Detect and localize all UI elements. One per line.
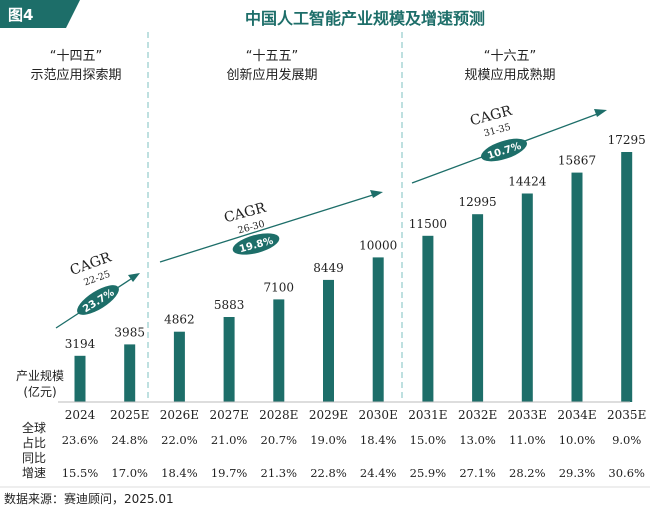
period-name: “十六五” bbox=[484, 49, 536, 64]
table-cell-share-2024: 23.6% bbox=[62, 433, 99, 447]
y-axis-label: 产业规模 (亿元) bbox=[16, 368, 64, 399]
period-subtitle: 示范应用探索期 bbox=[30, 67, 121, 83]
bar-2033E bbox=[521, 193, 533, 402]
cagr-badge bbox=[77, 285, 119, 315]
table-cell-growth-2035E: 30.6% bbox=[608, 466, 645, 480]
source-note: 数据来源：赛迪顾问，2025.01 bbox=[4, 491, 174, 506]
bar-2031E bbox=[422, 235, 434, 402]
value-label-2032E: 12995 bbox=[459, 195, 497, 209]
value-label-2028E: 7100 bbox=[264, 280, 295, 294]
table-cell-share-2030E: 18.4% bbox=[360, 433, 397, 447]
table-cell-share-2035E: 9.0% bbox=[612, 433, 641, 447]
table-cell-growth-2026E: 18.4% bbox=[161, 466, 198, 480]
category-label-2024: 2024 bbox=[65, 408, 96, 422]
period-subtitle: 规模应用成熟期 bbox=[464, 67, 555, 83]
period-header-2: “十五五” 创新应用发展期 bbox=[226, 49, 317, 83]
category-labels: 2024 2025E 2026E 2027E 2028E 2029E 2030E 2031E 2… bbox=[65, 408, 647, 422]
cagr-annotation-2: CAGR 26-30 19.8% bbox=[159, 190, 383, 263]
header: 图4 中国人工智能产业规模及增速预测 bbox=[0, 0, 485, 28]
table-cell-growth-2027E: 19.7% bbox=[211, 466, 248, 480]
table-cell-growth-2028E: 21.3% bbox=[261, 466, 298, 480]
table-cell-growth-2032E: 27.1% bbox=[459, 466, 496, 480]
cagr-badge bbox=[481, 138, 527, 162]
period-name: “十四五” bbox=[50, 49, 102, 64]
period-subtitle: 创新应用发展期 bbox=[226, 67, 317, 83]
y-axis-label-line-1: 产业规模 bbox=[16, 368, 64, 383]
cagr-arrow-head bbox=[594, 109, 607, 117]
value-label-2025E: 3985 bbox=[114, 325, 145, 339]
table-cell-share-2034E: 10.0% bbox=[559, 433, 596, 447]
bar-2032E bbox=[472, 214, 484, 402]
category-label-2025E: 2025E bbox=[110, 408, 149, 422]
cagr-annotation-3: CAGR 31-35 10.7% bbox=[411, 103, 607, 184]
table-cell-growth-2029E: 22.8% bbox=[310, 466, 347, 480]
cagr-annotation-1: CAGR 22-25 23.7% bbox=[55, 249, 140, 329]
value-label-2024: 3194 bbox=[65, 337, 96, 351]
table-cell-growth-2034E: 29.3% bbox=[559, 466, 596, 480]
table-row-label-share-1: 全球 bbox=[22, 420, 46, 435]
bar-2026E bbox=[173, 331, 185, 402]
value-label-2034E: 15867 bbox=[558, 154, 596, 168]
bar-2035E bbox=[621, 152, 633, 402]
value-label-2033E: 14424 bbox=[508, 175, 547, 189]
category-label-2032E: 2032E bbox=[458, 408, 497, 422]
table-cell-share-2032E: 13.0% bbox=[459, 433, 496, 447]
table-cell-share-2031E: 15.0% bbox=[410, 433, 447, 447]
value-label-2030E: 10000 bbox=[359, 238, 397, 252]
category-label-2030E: 2030E bbox=[359, 408, 398, 422]
bar-2034E bbox=[571, 172, 583, 402]
category-label-2033E: 2033E bbox=[508, 408, 547, 422]
bar-2030E bbox=[372, 257, 384, 402]
table-row-label-growth-1: 同比 bbox=[22, 451, 46, 465]
bar-2024 bbox=[74, 355, 86, 402]
table-row-label-growth-2: 增速 bbox=[22, 466, 46, 480]
value-label-2035E: 17295 bbox=[608, 133, 646, 147]
table-cell-share-2025E: 24.8% bbox=[111, 433, 148, 447]
category-label-2035E: 2035E bbox=[607, 408, 646, 422]
value-label-2031E: 11500 bbox=[409, 217, 447, 231]
category-label-2027E: 2027E bbox=[209, 408, 248, 422]
cagr-arrow bbox=[159, 193, 377, 263]
bar-2027E bbox=[223, 317, 235, 402]
category-label-2029E: 2029E bbox=[309, 408, 348, 422]
table-cell-share-2027E: 21.0% bbox=[211, 433, 248, 447]
category-label-2034E: 2034E bbox=[557, 408, 596, 422]
figure-tag: 图4 bbox=[8, 6, 33, 24]
value-label-2029E: 8449 bbox=[313, 261, 344, 275]
cagr-arrow-head bbox=[128, 273, 140, 282]
table-row-label-share-2: 占比 bbox=[22, 435, 46, 450]
period-header-3: “十六五” 规模应用成熟期 bbox=[464, 49, 555, 83]
table-cell-share-2033E: 11.0% bbox=[509, 433, 546, 447]
value-labels: 3194 3985 4862 5883 7100 8449 10000 11500 12995 1… bbox=[65, 133, 646, 351]
cagr-badge bbox=[232, 233, 280, 255]
bar-2028E bbox=[273, 299, 285, 402]
period-header-1: “十四五” 示范应用探索期 bbox=[30, 49, 121, 83]
table-cell-growth-2031E: 25.9% bbox=[410, 466, 447, 480]
value-label-2026E: 4862 bbox=[164, 313, 195, 327]
table-cell-share-2026E: 22.0% bbox=[161, 433, 198, 447]
cagr-arrow-head bbox=[370, 190, 383, 198]
table-values: 23.6% 15.5% 24.8% 17.0% 22.0% 18.4% 21.0% 19.7%… bbox=[62, 433, 645, 480]
category-label-2028E: 2028E bbox=[259, 408, 298, 422]
value-label-2027E: 5883 bbox=[214, 298, 245, 312]
bar-2025E bbox=[124, 344, 136, 402]
table-cell-growth-2024: 15.5% bbox=[62, 466, 99, 480]
table-cell-growth-2030E: 24.4% bbox=[360, 466, 397, 480]
table-cell-growth-2025E: 17.0% bbox=[111, 466, 148, 480]
category-label-2031E: 2031E bbox=[408, 408, 447, 422]
table-cell-share-2028E: 20.7% bbox=[261, 433, 298, 447]
table-cell-share-2029E: 19.0% bbox=[310, 433, 347, 447]
y-axis-label-line-2: (亿元) bbox=[23, 384, 56, 399]
category-label-2026E: 2026E bbox=[160, 408, 199, 422]
chart-title: 中国人工智能产业规模及增速预测 bbox=[245, 9, 485, 28]
table-row-labels: 全球 占比 同比 增速 bbox=[22, 420, 46, 480]
bars bbox=[74, 152, 633, 402]
figure-tag-banner bbox=[0, 0, 80, 28]
bar-2029E bbox=[323, 279, 334, 402]
table-cell-growth-2033E: 28.2% bbox=[509, 466, 546, 480]
period-name: “十五五” bbox=[246, 49, 298, 64]
